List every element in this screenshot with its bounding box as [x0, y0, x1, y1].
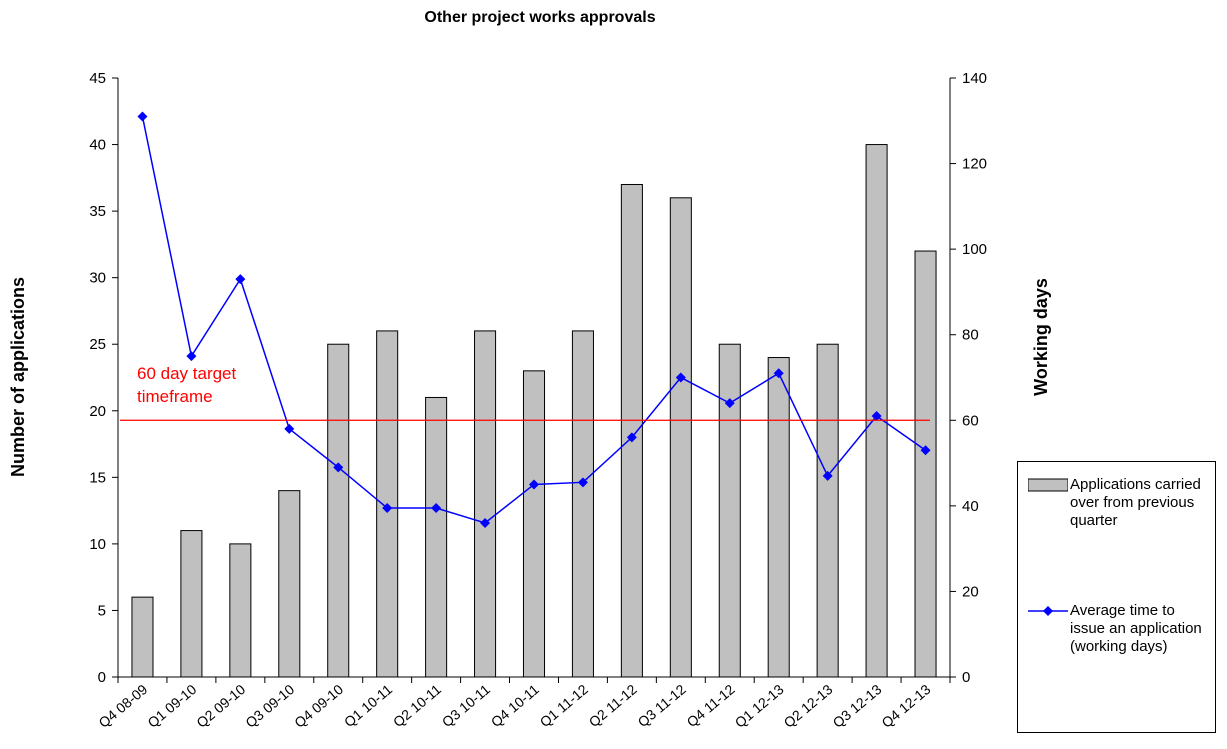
y2-tick-label: 120 [962, 156, 987, 173]
y2-tick-label: 60 [962, 412, 979, 429]
marker [431, 502, 442, 513]
bar [669, 197, 692, 678]
x-tick-label: Q3 09-10 [242, 681, 297, 731]
x-tick-label: Q3 11-12 [635, 681, 689, 730]
y-tick-label: 45 [89, 70, 106, 87]
legend-swatch [1028, 606, 1068, 616]
bar [522, 370, 546, 678]
marker [382, 502, 393, 513]
marker [186, 351, 197, 362]
x-tick-label: Q2 10-11 [390, 681, 444, 730]
marker [871, 411, 882, 422]
marker [529, 479, 539, 490]
marker [577, 477, 588, 488]
chart-title: Other project works approvals [424, 9, 655, 26]
x-tick-label: Q1 09-10 [144, 681, 199, 731]
bar [816, 343, 839, 678]
legend-label: Applications carried over from previous … [1070, 476, 1201, 529]
annotation: timeframe [137, 387, 213, 406]
y-tick-label: 15 [89, 469, 106, 486]
swatch [1028, 478, 1068, 492]
y-axis-label: Number of applications [8, 277, 28, 477]
bar [718, 343, 741, 678]
legend: Applications carried over from previous … [1017, 461, 1216, 733]
bar [229, 543, 252, 678]
x-tick-label: Q4 11-12 [683, 681, 737, 730]
y-tick-label: 40 [89, 137, 106, 154]
bar [180, 530, 203, 678]
y-tick-label: 30 [89, 270, 106, 287]
y2-tick-label: 0 [962, 669, 970, 686]
bar [278, 490, 301, 678]
y2-tick-label: 80 [962, 327, 979, 344]
marker [333, 462, 344, 473]
x-tick-label: Q1 10-11 [341, 681, 395, 730]
bar [425, 396, 448, 678]
marker [137, 111, 148, 122]
marker [480, 517, 491, 528]
marker [235, 274, 246, 285]
y-tick-label: 35 [89, 203, 106, 220]
y-tick-label: 25 [89, 336, 106, 353]
bar [767, 357, 790, 678]
x-tick-label: Q1 12-13 [732, 681, 787, 731]
y-tick-label: 10 [89, 536, 106, 553]
swatch-marker [1043, 606, 1053, 616]
y-tick-label: 0 [98, 669, 106, 686]
marker [773, 368, 784, 379]
x-tick-label: Q2 11-12 [586, 681, 640, 730]
x-tick-label: Q4 09-10 [291, 681, 346, 731]
bar [914, 250, 937, 678]
bar [865, 144, 888, 678]
x-tick-label: Q2 12-13 [781, 681, 836, 731]
marker [626, 432, 637, 443]
x-tick-label: Q3 10-11 [439, 681, 493, 730]
bar [131, 596, 154, 678]
marker [920, 445, 931, 456]
x-tick-label: Q1 11-12 [537, 681, 591, 730]
legend-label: Average time to issue an application (wo… [1070, 602, 1202, 655]
marker [822, 470, 833, 481]
bar [571, 330, 594, 678]
y2-tick-label: 140 [962, 70, 987, 87]
x-tick-label: Q4 08-09 [95, 681, 150, 731]
x-tick-label: Q4 10-11 [488, 681, 542, 730]
bar [620, 183, 643, 678]
y2-tick-label: 20 [962, 583, 979, 600]
x-tick-label: Q3 12-13 [830, 681, 885, 731]
x-tick-label: Q4 12-13 [878, 681, 933, 731]
y-tick-label: 5 [98, 602, 106, 619]
y2-tick-label: 100 [962, 241, 987, 258]
y-tick-label: 20 [89, 403, 106, 420]
y2-tick-label: 40 [962, 498, 979, 515]
x-tick-label: Q2 09-10 [193, 681, 248, 731]
marker [675, 372, 686, 383]
y2-axis-label: Working days [1031, 278, 1051, 396]
legend-swatch [1028, 478, 1068, 492]
annotation: 60 day target [137, 364, 237, 383]
marker [724, 398, 735, 409]
bar [474, 330, 497, 678]
bar [327, 343, 350, 678]
marker [284, 423, 295, 434]
